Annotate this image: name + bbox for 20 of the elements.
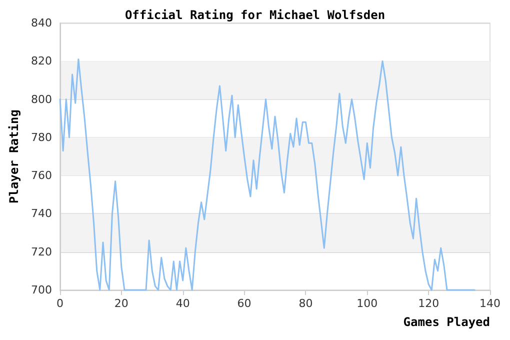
x-axis-title: Games Played — [403, 315, 490, 329]
x-tick-label: 0 — [56, 297, 64, 310]
x-tick-label: 120 — [418, 297, 440, 310]
x-tick-label: 20 — [114, 297, 128, 310]
x-tick-label: 140 — [480, 297, 500, 310]
y-tick-label: 720 — [31, 245, 52, 258]
y-tick-label: 700 — [31, 284, 52, 296]
y-tick-label: 780 — [31, 130, 52, 144]
y-tick-label: 820 — [31, 54, 52, 68]
x-tick-label: 100 — [356, 297, 378, 310]
x-tick-label: 40 — [176, 297, 190, 310]
y-tick-label: 800 — [31, 92, 52, 106]
y-axis-title: Player Rating — [7, 110, 21, 204]
y-tick-label: 740 — [31, 207, 52, 220]
y-tick-label: 840 — [31, 16, 52, 30]
line-series — [59, 58, 476, 291]
chart-title: Official Rating for Michael Wolfsden — [124, 8, 386, 22]
x-tick-label: 60 — [237, 297, 252, 310]
x-tick-label: 80 — [298, 297, 313, 310]
y-tick-label: 760 — [31, 169, 52, 182]
